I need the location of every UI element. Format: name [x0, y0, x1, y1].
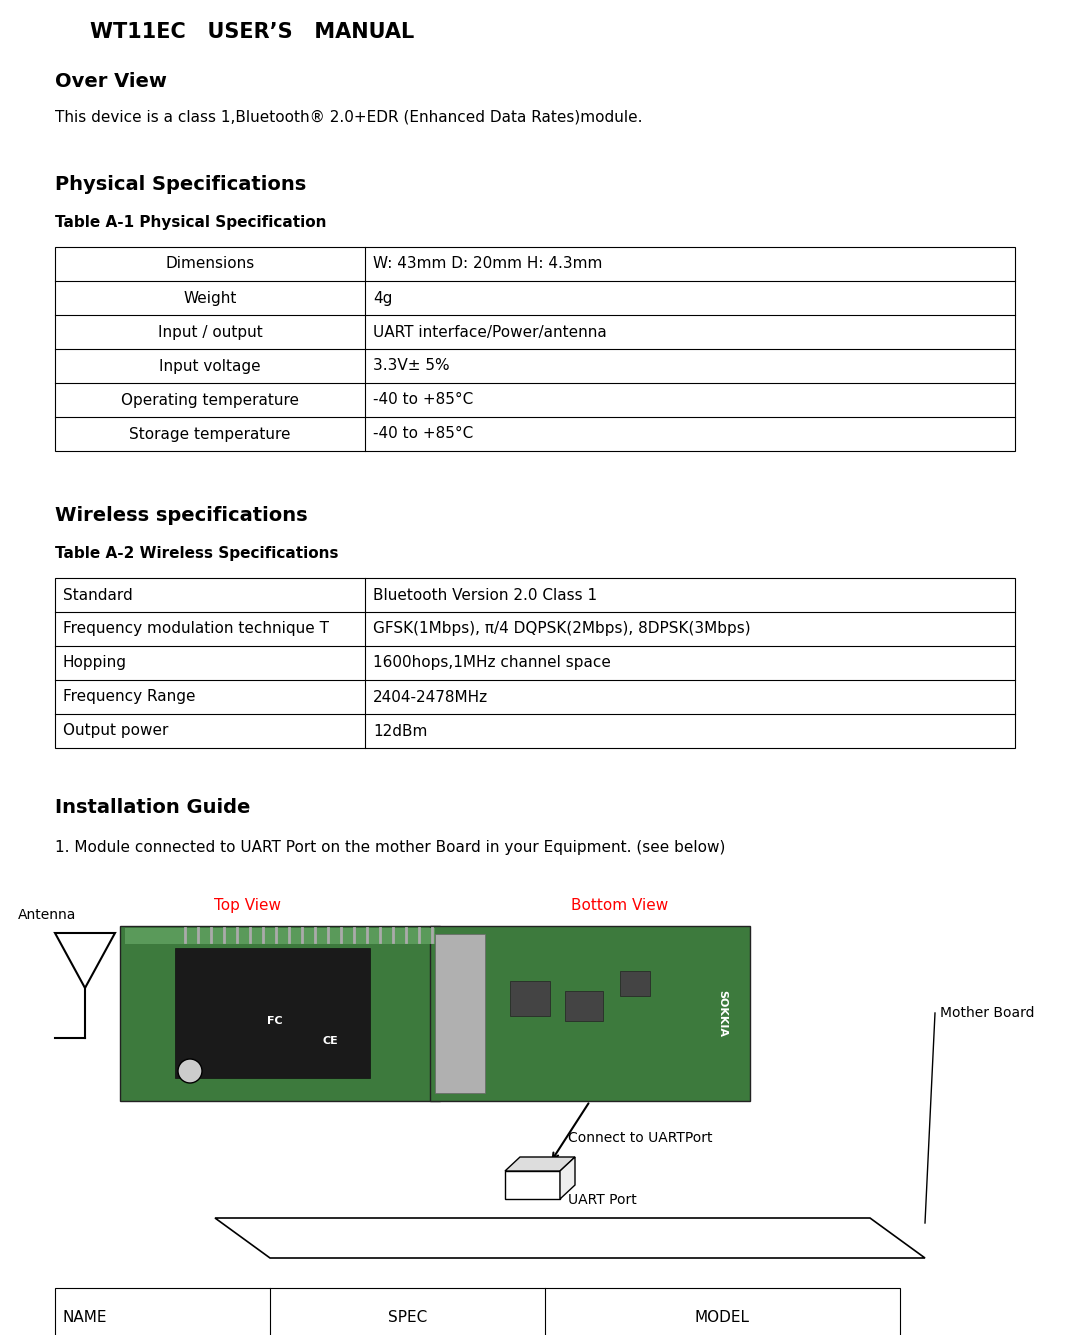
Polygon shape — [215, 1218, 925, 1258]
Bar — [55, 247, 1014, 451]
Text: SOKKIA: SOKKIA — [717, 991, 727, 1037]
Text: This device is a class 1,Bluetooth® 2.0+EDR (Enhanced Data Rates)module.: This device is a class 1,Bluetooth® 2.0+… — [55, 109, 642, 125]
Bar — [435, 934, 485, 1093]
Text: Mother Board: Mother Board — [940, 1007, 1035, 1020]
Text: 1600hops,1MHz channel space: 1600hops,1MHz channel space — [373, 655, 610, 670]
Text: Physical Specifications: Physical Specifications — [55, 175, 306, 194]
Text: Weight: Weight — [183, 291, 236, 306]
Text: 1. Module connected to UART Port on the mother Board in your Equipment. (see bel: 1. Module connected to UART Port on the … — [55, 840, 726, 854]
Text: UART interface/Power/antenna: UART interface/Power/antenna — [373, 324, 607, 339]
Bar — [505, 1171, 560, 1199]
Text: Storage temperature: Storage temperature — [129, 426, 291, 442]
Bar — [510, 981, 549, 1016]
Text: Input / output: Input / output — [157, 324, 262, 339]
Polygon shape — [560, 1157, 575, 1199]
Text: Dimensions: Dimensions — [166, 256, 254, 271]
Bar — [55, 578, 1014, 748]
Circle shape — [179, 1059, 202, 1083]
Text: Wireless specifications: Wireless specifications — [55, 506, 308, 525]
Text: Input voltage: Input voltage — [159, 359, 261, 374]
Text: Frequency modulation technique T: Frequency modulation technique T — [63, 622, 329, 637]
Text: 12dBm: 12dBm — [373, 724, 428, 738]
Text: UART Port: UART Port — [568, 1193, 637, 1207]
Text: W: 43mm D: 20mm H: 4.3mm: W: 43mm D: 20mm H: 4.3mm — [373, 256, 602, 271]
Text: MODEL: MODEL — [695, 1310, 750, 1324]
Text: Operating temperature: Operating temperature — [121, 392, 299, 407]
Text: Bluetooth Version 2.0 Class 1: Bluetooth Version 2.0 Class 1 — [373, 587, 598, 602]
Text: SPEC: SPEC — [388, 1310, 428, 1324]
Text: Frequency Range: Frequency Range — [63, 689, 196, 705]
Bar — [55, 1288, 900, 1335]
Text: Installation Guide: Installation Guide — [55, 798, 250, 817]
Bar — [120, 926, 440, 1101]
Bar — [430, 926, 750, 1101]
Text: -40 to +85°C: -40 to +85°C — [373, 392, 474, 407]
Text: Connect to UARTPort: Connect to UARTPort — [568, 1131, 713, 1145]
Text: GFSK(1Mbps), π/4 DQPSK(2Mbps), 8DPSK(3Mbps): GFSK(1Mbps), π/4 DQPSK(2Mbps), 8DPSK(3Mb… — [373, 622, 750, 637]
Text: 4g: 4g — [373, 291, 392, 306]
Text: Over View: Over View — [55, 72, 167, 91]
Bar — [175, 948, 370, 1077]
Text: Hopping: Hopping — [63, 655, 127, 670]
Text: NAME: NAME — [63, 1310, 108, 1324]
Text: -40 to +85°C: -40 to +85°C — [373, 426, 474, 442]
Text: WT11EC   USER’S   MANUAL: WT11EC USER’S MANUAL — [90, 21, 415, 41]
Text: Bottom View: Bottom View — [571, 898, 668, 913]
Text: CE: CE — [322, 1036, 338, 1047]
Text: 3.3V± 5%: 3.3V± 5% — [373, 359, 450, 374]
Text: FC: FC — [267, 1016, 283, 1027]
Polygon shape — [505, 1157, 575, 1171]
Text: Output power: Output power — [63, 724, 169, 738]
Text: 2404-2478MHz: 2404-2478MHz — [373, 689, 489, 705]
Text: Antenna: Antenna — [18, 908, 76, 922]
Bar — [125, 928, 435, 944]
Bar — [620, 971, 650, 996]
Text: Standard: Standard — [63, 587, 133, 602]
Text: Table A-1 Physical Specification: Table A-1 Physical Specification — [55, 215, 326, 230]
Bar — [566, 991, 603, 1021]
Text: Top View: Top View — [215, 898, 281, 913]
Text: Table A-2 Wireless Specifications: Table A-2 Wireless Specifications — [55, 546, 339, 561]
